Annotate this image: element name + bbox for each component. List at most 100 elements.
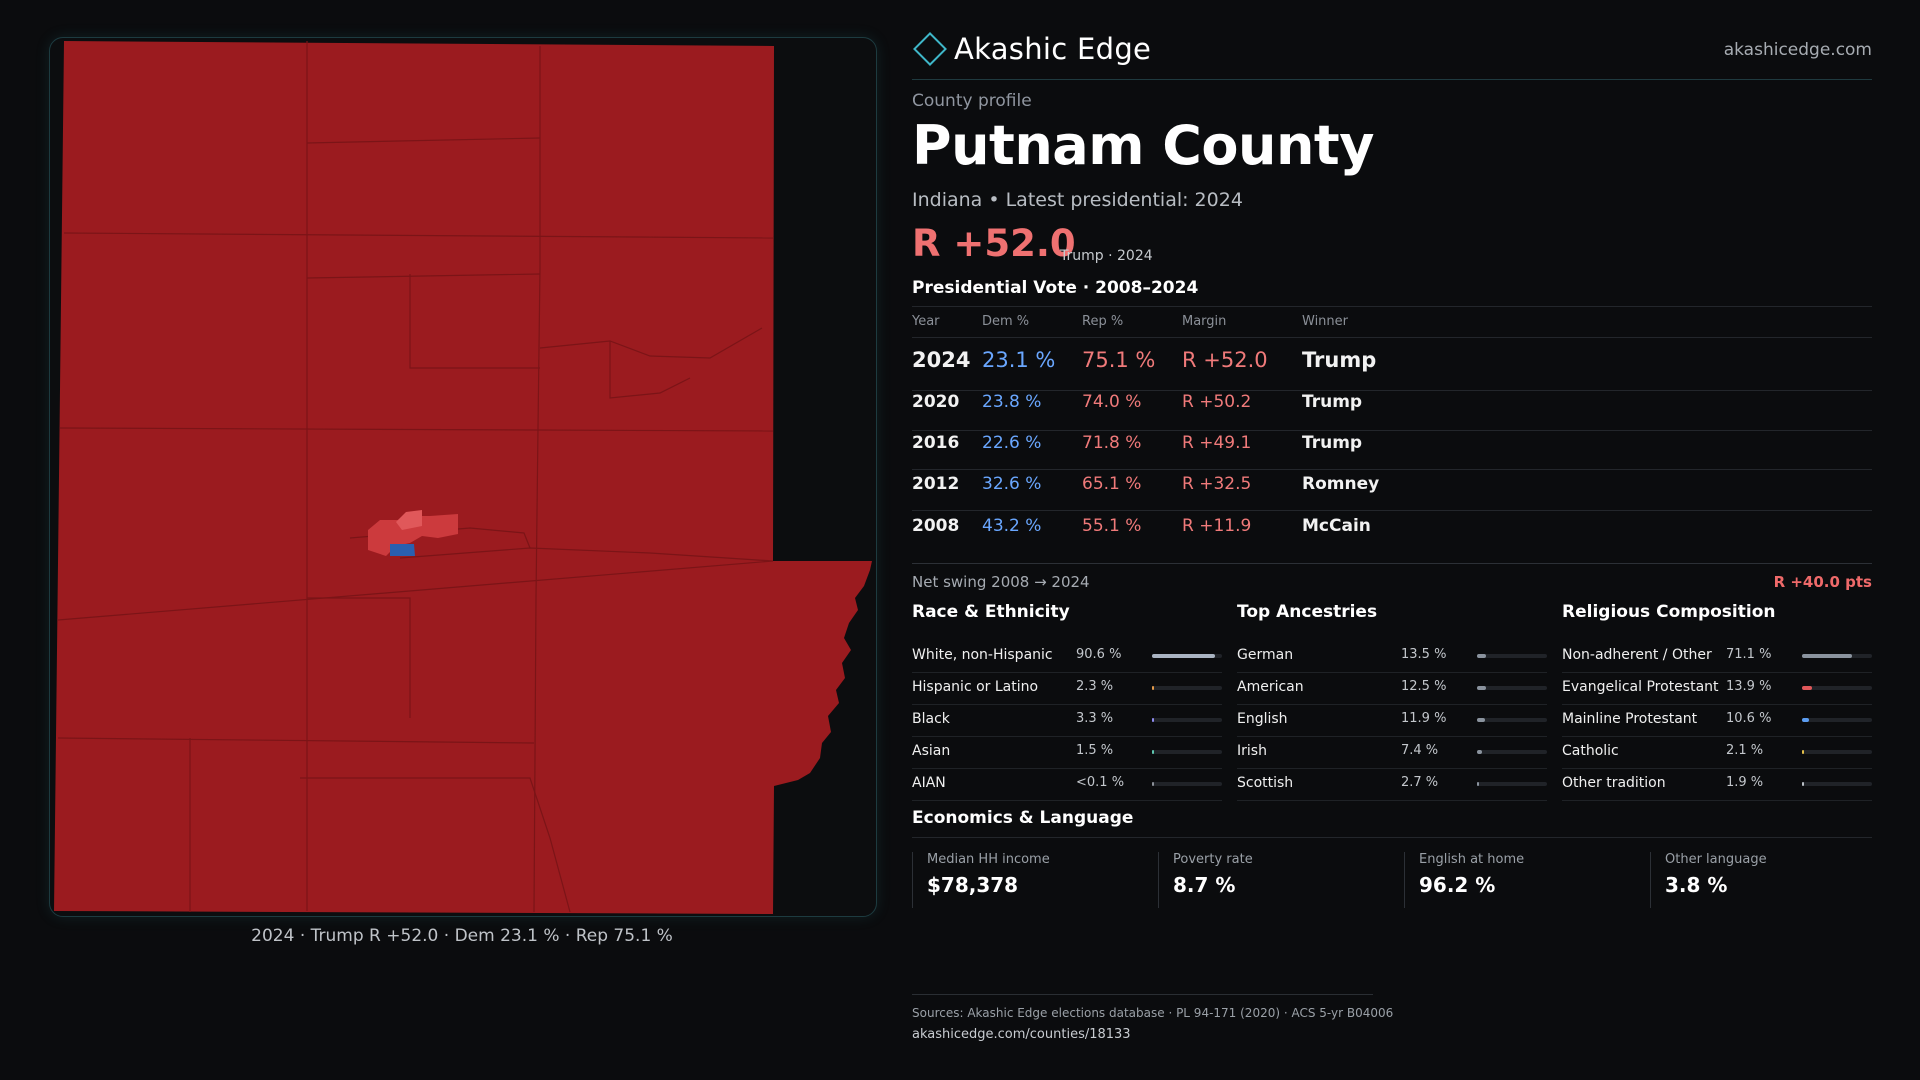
divider	[912, 337, 1872, 338]
col-header-winner: Winner	[1302, 314, 1349, 329]
row-divider	[912, 469, 1872, 470]
year-cell: 2012	[912, 474, 960, 494]
religion-label: Evangelical Protestant	[1562, 679, 1719, 695]
county-shape[interactable]	[54, 41, 872, 914]
ancestry-value: 12.5 %	[1401, 679, 1447, 694]
religion-value: 71.1 %	[1726, 647, 1772, 662]
county-map-panel[interactable]	[49, 37, 877, 917]
race-bar-fill	[1152, 750, 1154, 754]
divider	[912, 306, 1872, 307]
rep-share-cell: 75.1 %	[1082, 348, 1156, 372]
religion-row: Catholic 2.1 %	[1562, 736, 1872, 769]
ancestry-label: German	[1237, 647, 1294, 663]
econ-card-income: Median HH income $78,378	[912, 852, 1050, 908]
dem-share-cell: 43.2 %	[982, 516, 1042, 536]
ancestry-value: 2.7 %	[1401, 775, 1439, 790]
map-caption: 2024 · Trump R +52.0 · Dem 23.1 % · Rep …	[251, 926, 673, 946]
net-swing-label: Net swing 2008 → 2024	[912, 573, 1090, 591]
race-row: Hispanic or Latino 2.3 %	[912, 672, 1222, 705]
dem-share-cell: 23.1 %	[982, 348, 1056, 372]
religion-bar-fill	[1802, 750, 1804, 754]
dem-share-cell: 32.6 %	[982, 474, 1042, 494]
race-row: Black 3.3 %	[912, 704, 1222, 737]
divider	[912, 837, 1872, 838]
year-cell: 2008	[912, 516, 960, 536]
race-bar	[1152, 782, 1222, 786]
ancestry-value: 11.9 %	[1401, 711, 1447, 726]
sources-text: Sources: Akashic Edge elections database…	[912, 1006, 1394, 1020]
vote-table-row[interactable]: 2012 32.6 % 65.1 % R +32.5 Romney	[912, 474, 1872, 514]
ancestries-title: Top Ancestries	[1237, 602, 1378, 622]
econ-label: English at home	[1419, 852, 1525, 867]
margin-cell: R +49.1	[1182, 433, 1252, 453]
divider	[912, 563, 1872, 564]
site-url-link[interactable]: akashicedge.com	[1723, 40, 1872, 60]
header-divider	[912, 79, 1872, 80]
col-header-year: Year	[912, 314, 940, 329]
religion-bar-fill	[1802, 686, 1812, 690]
ancestry-label: English	[1237, 711, 1288, 727]
religion-bar-fill	[1802, 654, 1852, 658]
brand[interactable]: Akashic Edge	[912, 32, 1151, 66]
col-header-dem: Dem %	[982, 314, 1030, 329]
ancestry-bar	[1477, 686, 1547, 690]
rep-share-cell: 71.8 %	[1082, 433, 1142, 453]
rep-share-cell: 55.1 %	[1082, 516, 1142, 536]
county-profile-panel: Akashic Edge akashicedge.com County prof…	[912, 0, 1872, 1080]
margin-cell: R +32.5	[1182, 474, 1252, 494]
race-value: 3.3 %	[1076, 711, 1114, 726]
race-label: Hispanic or Latino	[912, 679, 1039, 695]
race-bar-fill	[1152, 686, 1154, 690]
econ-value: 3.8 %	[1665, 873, 1728, 897]
religion-label: Mainline Protestant	[1562, 711, 1698, 727]
vote-table-row[interactable]: 2008 43.2 % 55.1 % R +11.9 McCain	[912, 516, 1872, 556]
religion-bar	[1802, 654, 1872, 658]
headline-margin: R +52.0	[912, 222, 1076, 265]
ancestry-row: English 11.9 %	[1237, 704, 1547, 737]
net-swing-value: R +40.0 pts	[1773, 573, 1872, 591]
ancestry-row: Irish 7.4 %	[1237, 736, 1547, 769]
religion-bar	[1802, 718, 1872, 722]
ancestry-bar-fill	[1477, 718, 1485, 722]
ancestry-row: American 12.5 %	[1237, 672, 1547, 705]
econ-card-english: English at home 96.2 %	[1404, 852, 1524, 908]
religion-title: Religious Composition	[1562, 602, 1776, 622]
col-header-rep: Rep %	[1082, 314, 1124, 329]
race-value: 1.5 %	[1076, 743, 1114, 758]
religion-label: Non-adherent / Other	[1562, 647, 1712, 663]
econ-label: Median HH income	[927, 852, 1050, 867]
rep-share-cell: 74.0 %	[1082, 392, 1142, 412]
ancestry-bar	[1477, 750, 1547, 754]
race-bar	[1152, 654, 1222, 658]
economics-title: Economics & Language	[912, 808, 1134, 828]
county-permalink[interactable]: akashicedge.com/counties/18133	[912, 1027, 1131, 1042]
econ-label: Other language	[1665, 852, 1767, 867]
religion-row: Non-adherent / Other 71.1 %	[1562, 640, 1872, 673]
vote-table-row[interactable]: 2016 22.6 % 71.8 % R +49.1 Trump	[912, 433, 1872, 473]
precinct-boundaries	[57, 41, 774, 913]
vote-table-row[interactable]: 2024 23.1 % 75.1 % R +52.0 Trump	[912, 346, 1872, 394]
row-divider	[912, 390, 1872, 391]
race-ethnicity-title: Race & Ethnicity	[912, 602, 1070, 622]
race-label: Asian	[912, 743, 951, 759]
row-divider	[912, 510, 1872, 511]
year-cell: 2020	[912, 392, 960, 412]
ancestry-value: 13.5 %	[1401, 647, 1447, 662]
headline-margin-note: Trump · 2024	[1060, 248, 1153, 264]
county-map[interactable]	[50, 38, 876, 916]
ancestry-row: Scottish 2.7 %	[1237, 768, 1547, 801]
winner-cell: Trump	[1302, 348, 1377, 372]
winner-cell: Trump	[1302, 433, 1363, 453]
ancestry-row: German 13.5 %	[1237, 640, 1547, 673]
religion-value: 10.6 %	[1726, 711, 1772, 726]
ancestry-bar	[1477, 718, 1547, 722]
race-bar-fill	[1152, 782, 1154, 786]
vote-table-row[interactable]: 2020 23.8 % 74.0 % R +50.2 Trump	[912, 392, 1872, 434]
precinct-dem[interactable]	[390, 544, 415, 556]
precinct-light-rep[interactable]	[396, 510, 422, 530]
religion-label: Catholic	[1562, 743, 1619, 759]
ancestry-bar	[1477, 654, 1547, 658]
ancestry-bar-fill	[1477, 782, 1479, 786]
race-bar-fill	[1152, 718, 1154, 722]
econ-label: Poverty rate	[1173, 852, 1253, 867]
